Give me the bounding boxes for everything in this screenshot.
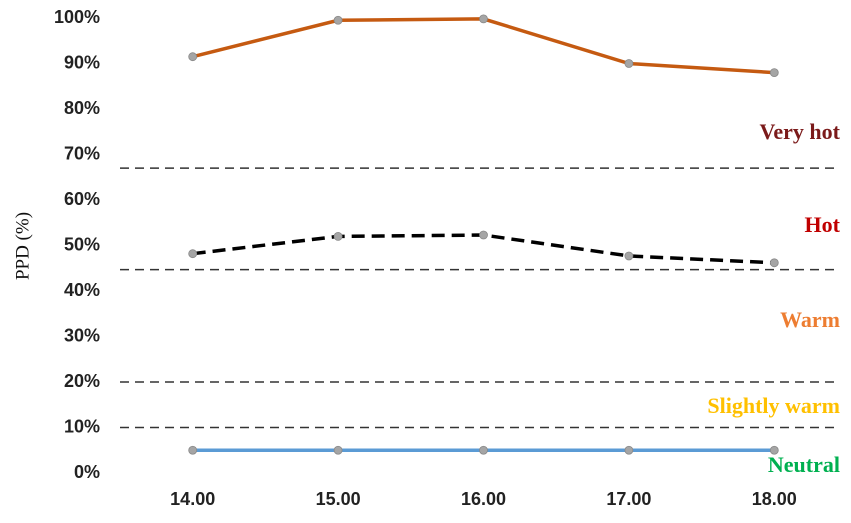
marker <box>188 445 198 455</box>
y-tick-label: 40% <box>64 280 100 300</box>
zone-label: Neutral <box>768 452 840 477</box>
marker <box>188 249 198 259</box>
x-tick-label: 16.00 <box>461 489 506 509</box>
y-tick-label: 50% <box>64 234 100 254</box>
y-tick-label: 0% <box>74 462 100 482</box>
marker <box>333 445 343 455</box>
marker <box>479 14 488 24</box>
marker <box>624 251 634 261</box>
zone-label: Hot <box>805 212 841 237</box>
x-tick-label: 14.00 <box>170 489 215 509</box>
marker <box>188 52 198 62</box>
y-tick-label: 90% <box>64 52 100 72</box>
zone-label: Slightly warm <box>707 393 840 418</box>
y-tick-label: 20% <box>64 371 100 391</box>
x-tick-label: 17.00 <box>606 489 651 509</box>
marker <box>479 230 488 240</box>
y-tick-label: 80% <box>64 98 100 118</box>
zone-label: Very hot <box>760 119 841 144</box>
marker <box>333 15 343 25</box>
marker <box>624 445 634 455</box>
marker <box>479 445 488 455</box>
marker <box>769 258 779 268</box>
marker <box>769 68 779 77</box>
y-tick-label: 100% <box>54 7 100 27</box>
x-tick-label: 15.00 <box>316 489 361 509</box>
marker <box>769 445 779 455</box>
y-tick-label: 60% <box>64 189 100 209</box>
series-line <box>192 17 775 75</box>
marker <box>624 59 634 68</box>
y-tick-label: 70% <box>64 143 100 163</box>
marker <box>333 231 343 241</box>
x-tick-label: 18.00 <box>752 489 797 509</box>
y-tick-label: 10% <box>64 416 100 436</box>
zone-label: Warm <box>780 307 840 332</box>
y-tick-label: 30% <box>64 325 100 345</box>
y-axis-label: PPD (%) <box>12 212 33 280</box>
